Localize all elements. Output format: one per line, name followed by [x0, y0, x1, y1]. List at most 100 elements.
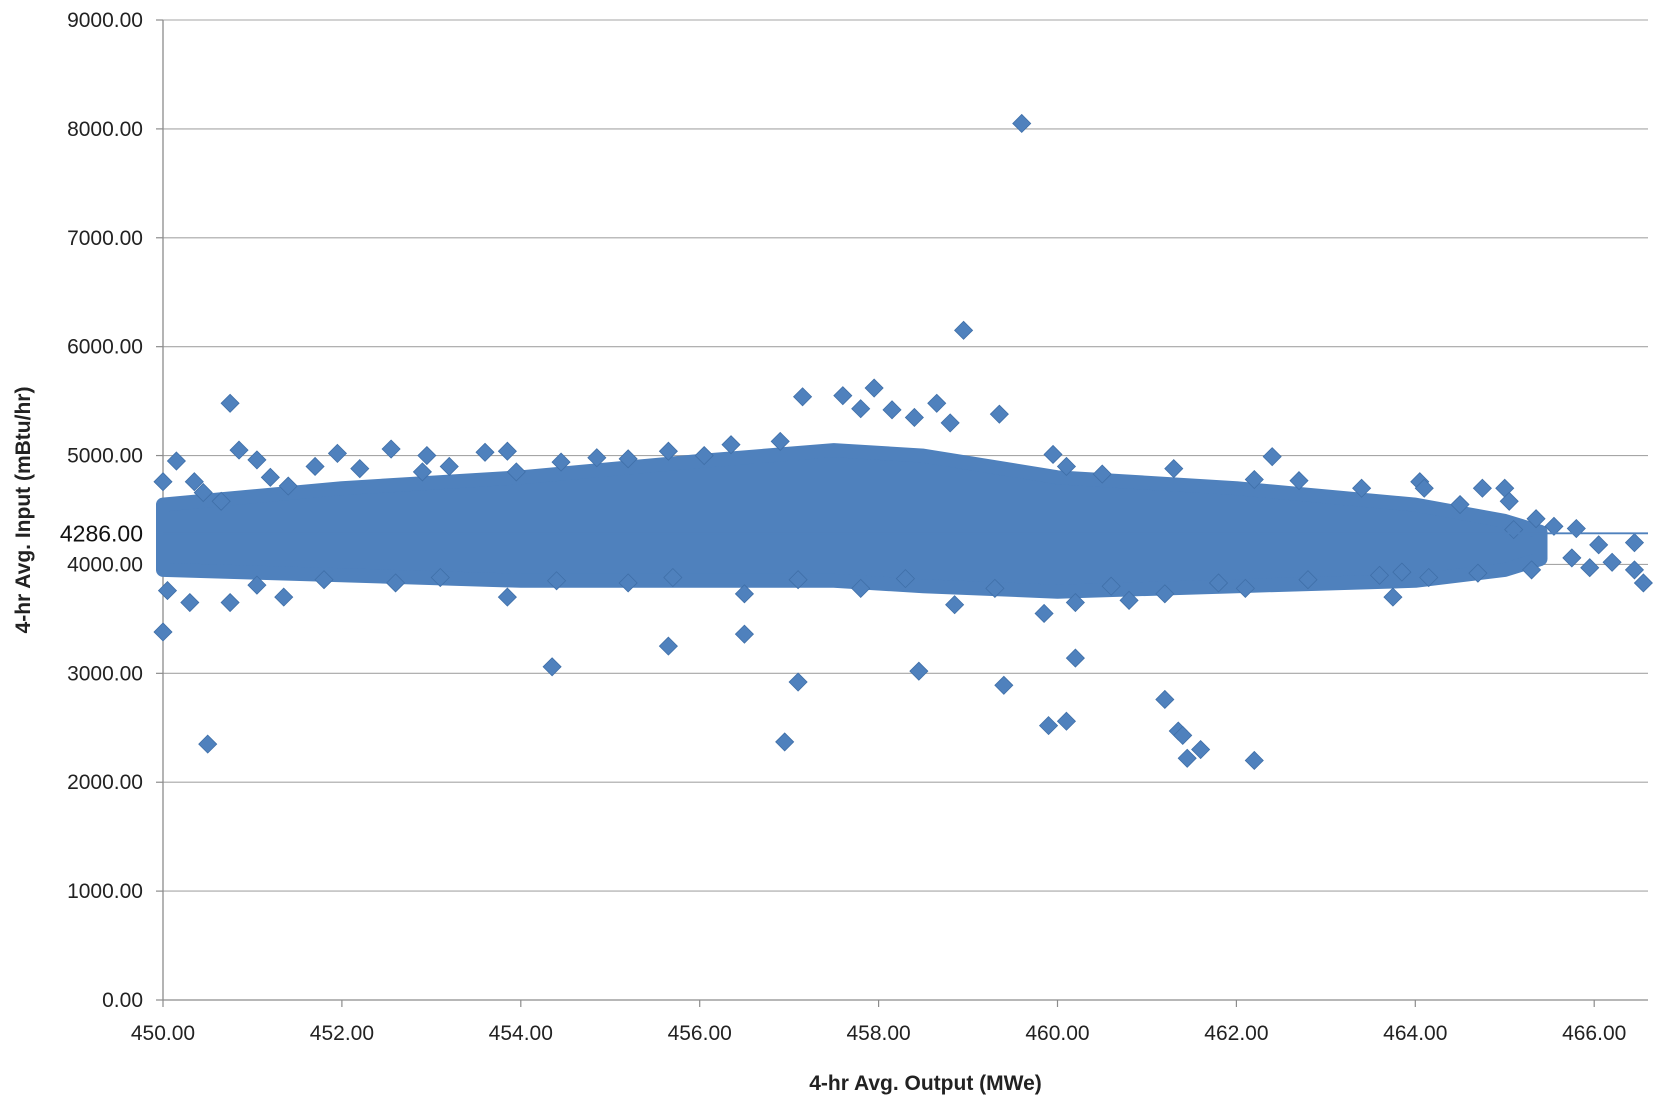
data-point [1602, 552, 1622, 572]
data-point [694, 445, 714, 466]
data-point [193, 483, 213, 503]
data-point [1262, 447, 1282, 467]
data-point [927, 393, 947, 413]
data-point [542, 657, 562, 677]
data-point [166, 451, 186, 471]
data-point [770, 431, 790, 451]
axis-ticks: 0.00 1000.00 2000.00 3000.00 4000.00 5000.00 6… [67, 9, 1626, 1045]
data-point [851, 578, 871, 598]
data-point [497, 587, 517, 607]
data-point [1526, 509, 1546, 529]
data-point [547, 571, 567, 591]
data-point [412, 462, 432, 482]
data-point [180, 592, 200, 613]
data-point [1450, 494, 1470, 515]
x-tick-label: 458.00 [846, 1022, 910, 1045]
x-tick-label: 450.00 [131, 1022, 195, 1045]
data-point [274, 587, 294, 607]
data-point [305, 456, 325, 477]
data-point [945, 595, 965, 615]
dense-point-band [156, 443, 1548, 599]
data-point [734, 584, 754, 604]
data-point [260, 467, 280, 487]
data-point [417, 445, 437, 466]
data-point [1012, 113, 1032, 134]
data-point [439, 456, 459, 477]
data-point [386, 573, 406, 593]
data-point [1298, 570, 1318, 590]
data-point [1038, 716, 1059, 736]
data-point [994, 675, 1014, 695]
data-point [985, 578, 1005, 598]
data-point [882, 400, 902, 420]
y-tick-label: 6000.00 [67, 336, 143, 359]
data-point [430, 567, 450, 588]
x-tick-label: 462.00 [1204, 1022, 1268, 1045]
data-point [788, 672, 808, 692]
data-point [247, 575, 267, 595]
data-point [1056, 711, 1077, 731]
data-point [1562, 548, 1582, 568]
data-point [157, 581, 178, 601]
y-tick-label: 7000.00 [67, 227, 143, 250]
data-point [1468, 563, 1488, 583]
data-point [1177, 748, 1197, 768]
data-point [833, 386, 853, 406]
data-point [1589, 535, 1609, 555]
data-point [475, 442, 495, 462]
data-point [1208, 573, 1229, 593]
data-point [1119, 590, 1139, 610]
data-point [497, 441, 517, 461]
data-point [381, 439, 401, 459]
data-point [229, 440, 249, 460]
data-point [864, 378, 884, 398]
data-point [1522, 560, 1542, 580]
data-point [1155, 689, 1175, 710]
x-tick-label: 464.00 [1383, 1022, 1447, 1045]
data-point [618, 573, 638, 593]
data-point [587, 448, 607, 468]
data-point [788, 570, 808, 590]
data-point [1499, 491, 1519, 511]
dense-data-band [156, 443, 1548, 599]
y-axis-title: 4-hr Avg. Input (mBtu/hr) [12, 387, 35, 634]
data-point [551, 452, 571, 472]
data-point [350, 459, 370, 479]
data-point [1244, 750, 1264, 771]
data-point [1414, 478, 1434, 498]
data-point [1472, 478, 1492, 498]
data-point [1624, 533, 1645, 553]
x-tick-label: 460.00 [1025, 1022, 1089, 1045]
data-point [734, 624, 754, 644]
data-point [1164, 459, 1184, 479]
data-point [153, 622, 173, 642]
data-point [1289, 471, 1309, 491]
data-point [1369, 565, 1390, 585]
reference-line-label: 4286.00 [60, 520, 143, 546]
data-points [153, 113, 1653, 771]
data-point [1101, 576, 1121, 596]
data-point [211, 491, 231, 511]
data-point [658, 441, 678, 461]
data-point [1392, 562, 1412, 582]
x-tick-label: 452.00 [310, 1022, 374, 1045]
data-point [775, 732, 795, 752]
y-tick-label: 5000.00 [67, 445, 143, 468]
data-point [1419, 567, 1439, 588]
data-point [1383, 587, 1403, 607]
data-point [198, 734, 218, 754]
y-tick-label: 2000.00 [67, 771, 143, 794]
data-point [278, 476, 298, 496]
data-point [220, 393, 240, 413]
data-point [247, 450, 267, 470]
data-point [940, 413, 960, 433]
data-point [1580, 558, 1600, 578]
data-point [1244, 469, 1264, 490]
data-point [153, 472, 173, 492]
data-point [658, 636, 678, 656]
y-tick-label: 3000.00 [67, 662, 143, 685]
data-point [663, 567, 683, 588]
x-tick-label: 456.00 [668, 1022, 732, 1045]
y-tick-label: 9000.00 [67, 9, 143, 32]
